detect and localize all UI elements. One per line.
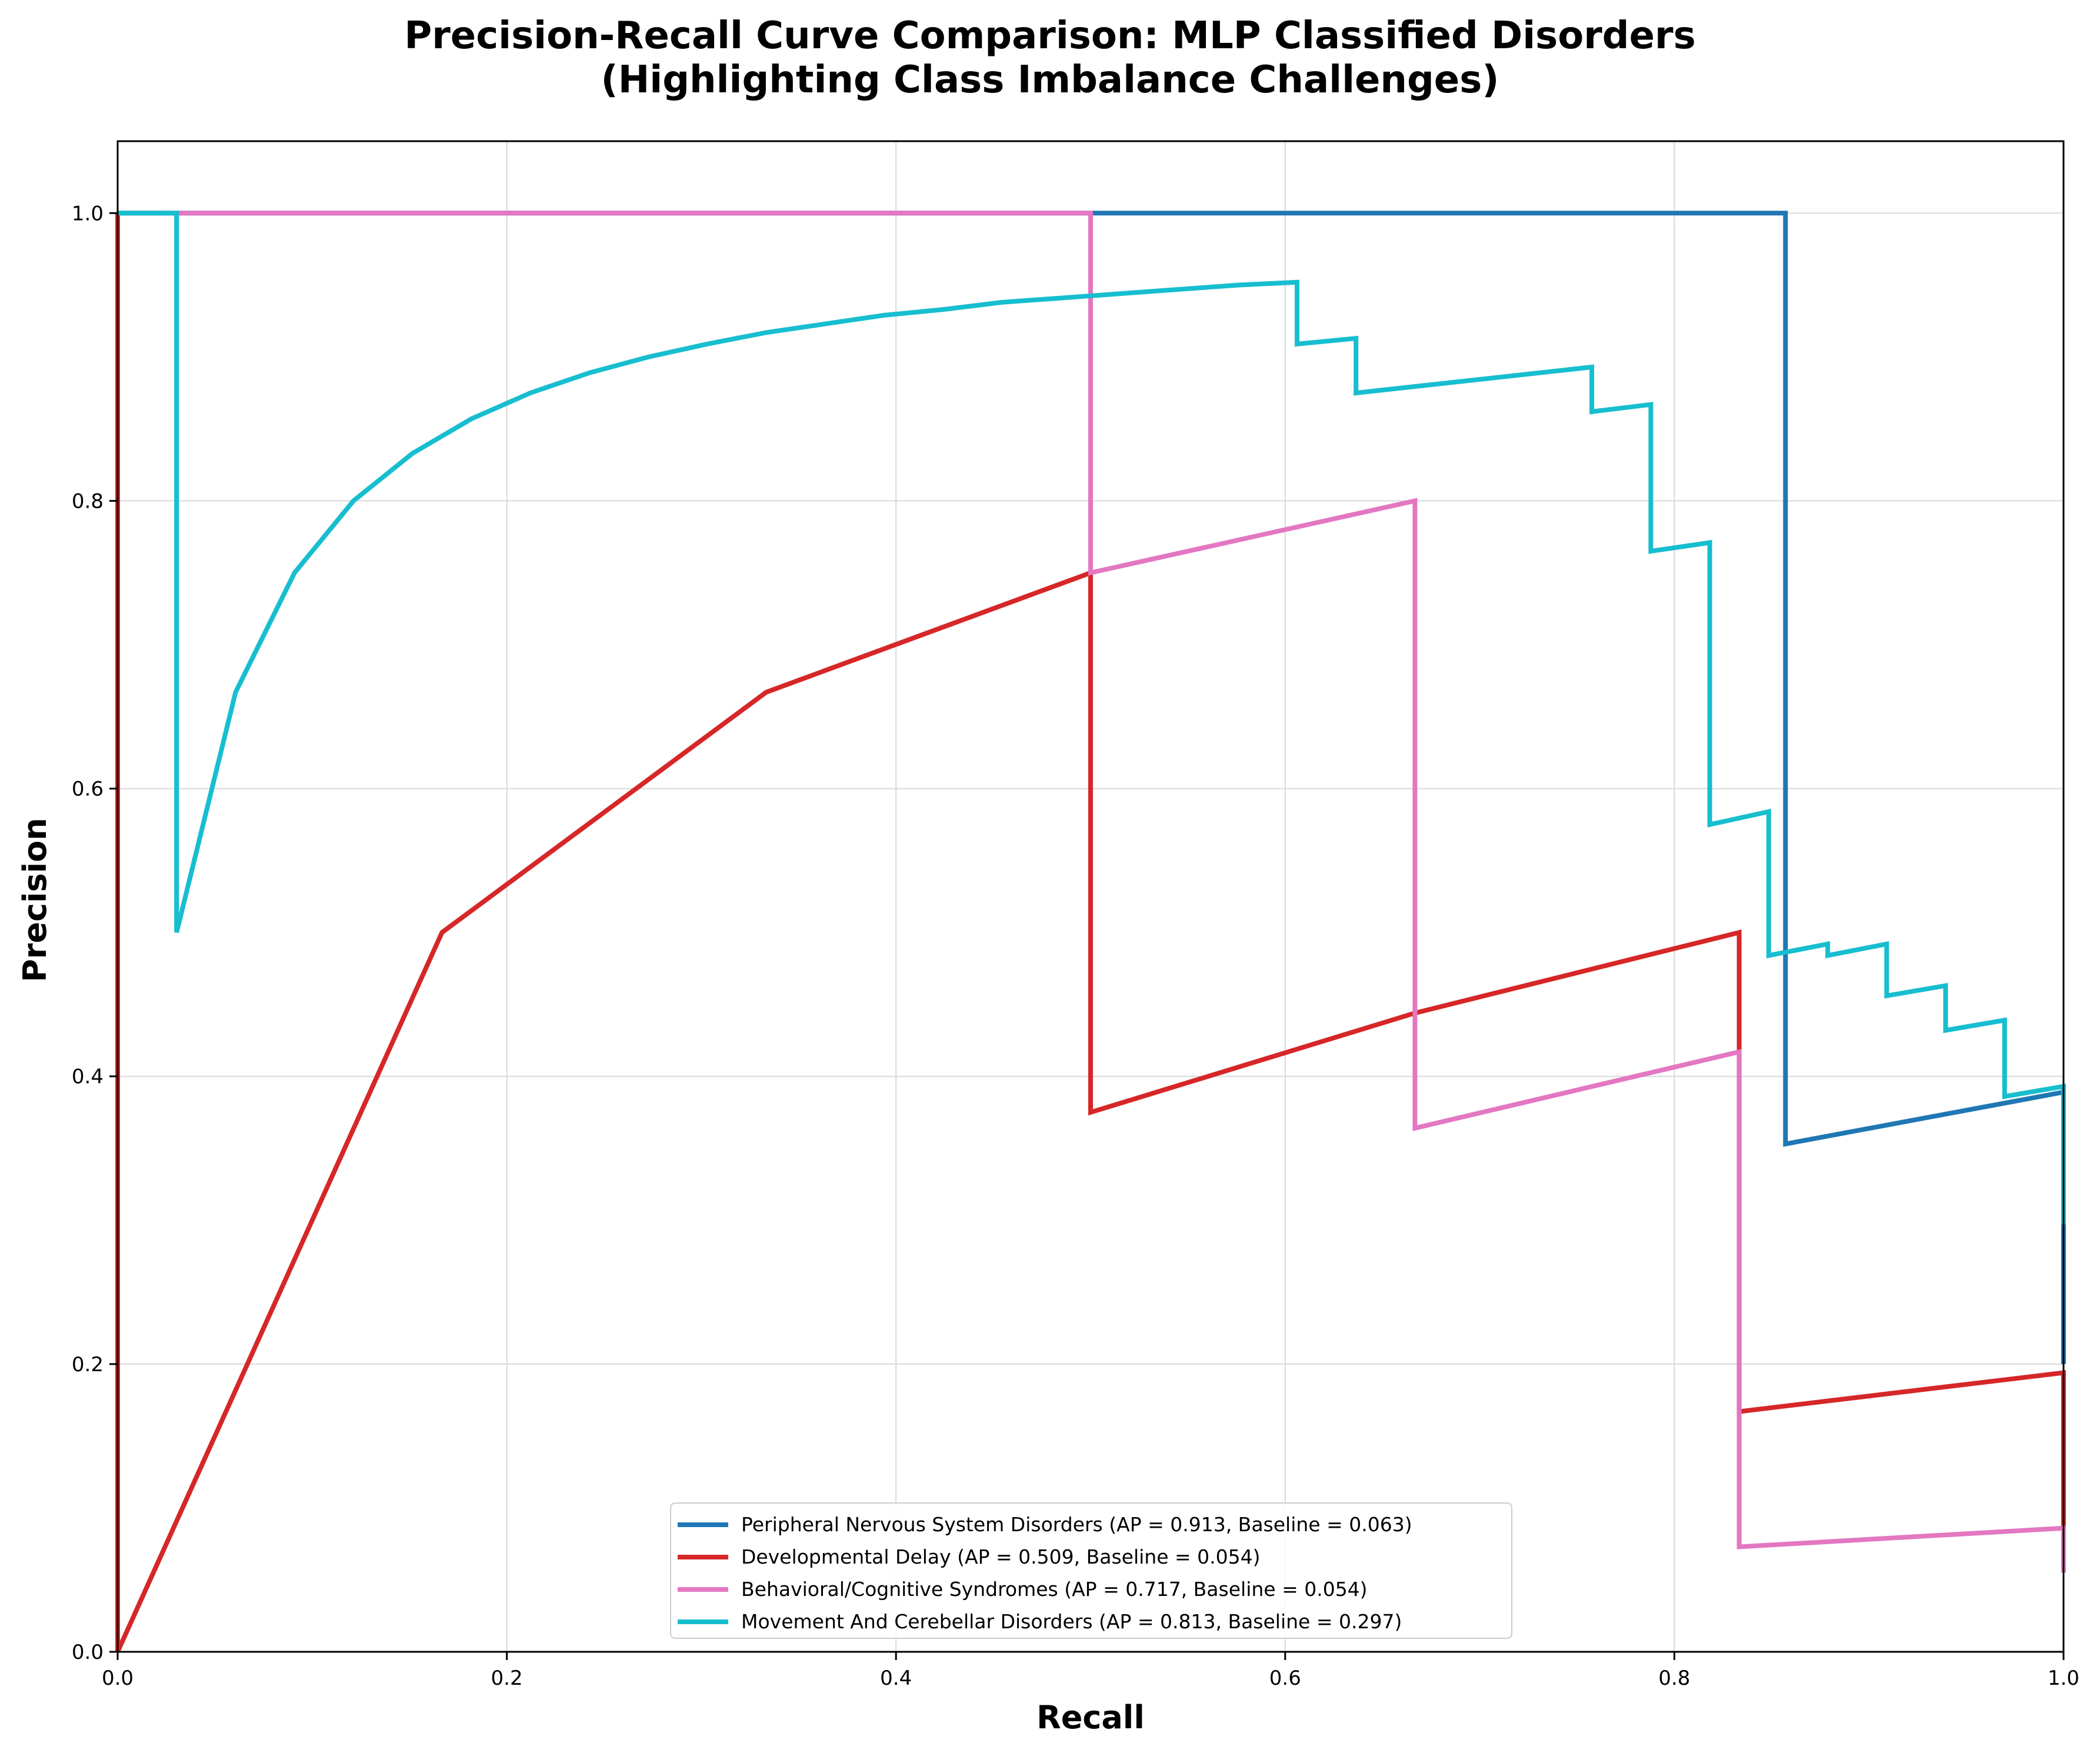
y-tick-label: 1.0 xyxy=(72,202,104,225)
y-axis-ticks: 0.0 0.2 0.4 0.6 0.8 1.0 xyxy=(72,202,118,1664)
y-axis-label: Precision xyxy=(16,818,54,982)
plot-frame xyxy=(116,140,2065,1653)
x-tick-label: 0.2 xyxy=(491,1667,523,1690)
y-tick-label: 0.8 xyxy=(72,489,104,513)
y-tick-label: 0.6 xyxy=(72,778,104,801)
y-tick-label: 0.0 xyxy=(72,1641,104,1664)
y-tick-label: 0.4 xyxy=(72,1065,104,1089)
legend-label-3: Movement And Cerebellar Disorders (AP = … xyxy=(741,1610,1402,1633)
x-tick-label: 1.0 xyxy=(2048,1667,2079,1690)
legend: Peripheral Nervous System Disorders (AP … xyxy=(670,1502,1512,1639)
chart-title-line1: Precision-Recall Curve Comparison: MLP C… xyxy=(404,14,1695,58)
series-lines xyxy=(115,211,2066,1653)
x-axis-ticks: 0.0 0.2 0.4 0.6 0.8 1.0 xyxy=(102,1652,2079,1690)
series-line-1 xyxy=(115,213,2066,1653)
y-tick-label: 0.2 xyxy=(72,1353,104,1377)
chart-title-line2: (Highlighting Class Imbalance Challenges… xyxy=(601,58,1499,102)
legend-label-0: Peripheral Nervous System Disorders (AP … xyxy=(741,1513,1412,1536)
legend-label-1: Developmental Delay (AP = 0.509, Baselin… xyxy=(741,1545,1260,1568)
x-tick-label: 0.0 xyxy=(102,1667,134,1690)
x-tick-label: 0.8 xyxy=(1658,1667,1690,1690)
legend-label-2: Behavioral/Cognitive Syndromes (AP = 0.7… xyxy=(741,1578,1368,1601)
x-axis-label: Recall xyxy=(1036,1699,1145,1736)
legend-box xyxy=(670,1502,1512,1639)
series-line-2 xyxy=(118,211,2066,1573)
x-tick-label: 0.6 xyxy=(1269,1667,1301,1690)
x-tick-label: 0.4 xyxy=(880,1667,912,1690)
series-line-3 xyxy=(118,211,2066,1225)
